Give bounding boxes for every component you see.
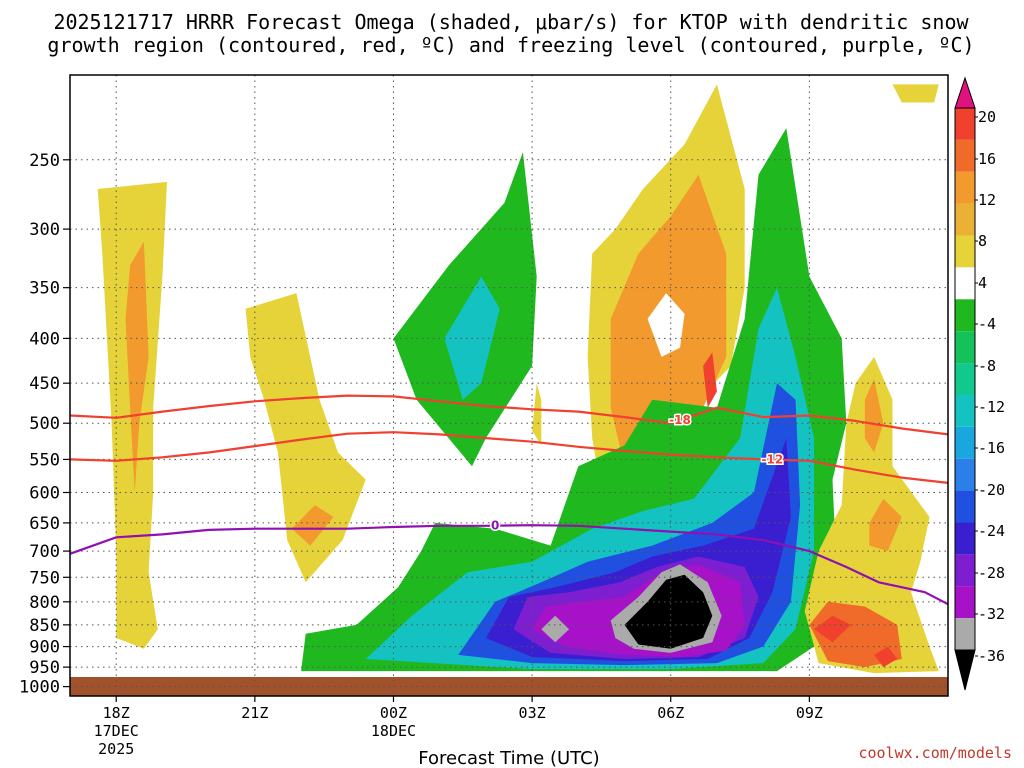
chart-title-line1: 2025121717 HRRR Forecast Omega (shaded, …: [53, 10, 969, 34]
y-tick-label-450: 450: [29, 374, 60, 394]
plot-area: -18 -12 0: [69, 74, 949, 697]
mid-red-streak-06z: [703, 352, 717, 408]
y-tick-label-700: 700: [29, 542, 60, 562]
colorbar-label-20: 20: [978, 108, 996, 126]
right-orange-blob-650: [869, 498, 902, 552]
minus-12-isotherm: [69, 431, 949, 484]
colorbar-bottom-arrow: [954, 649, 976, 691]
x-tick-year-18Z: 2025: [98, 740, 134, 758]
x-tick-label-09Z: 09Z: [796, 704, 823, 722]
colorbar-label--28: -28: [978, 564, 1005, 582]
colorbar-label--32: -32: [978, 605, 1005, 623]
x-tick-date-18Z: 17DEC: [94, 722, 139, 740]
x-tick-date-00Z: 18DEC: [371, 722, 416, 740]
colorbar-label-8: 8: [978, 232, 987, 250]
freezing-level-label: 0: [491, 519, 499, 533]
colorbar-label--12: -12: [978, 398, 1005, 416]
colorbar-box--24to-20: [955, 522, 975, 555]
colorbar-label-16: 16: [978, 150, 996, 168]
colorbar-box-12to16: [955, 139, 975, 172]
minus-18-isotherm-label: -18: [669, 413, 691, 427]
colorbar-box-6to8: [955, 203, 975, 236]
y-tick-label-850: 850: [29, 616, 60, 636]
plot-frame: [69, 74, 949, 697]
y-tick-label-600: 600: [29, 483, 60, 503]
y-tick-label-800: 800: [29, 593, 60, 613]
colorbar-label--36: -36: [978, 647, 1005, 665]
x-tick-label-03Z: 03Z: [519, 704, 546, 722]
y-tick-label-300: 300: [29, 220, 60, 240]
y-tick-label-1000: 1000: [19, 678, 60, 698]
colorbar-box--4to4: [955, 267, 975, 300]
colorbar-box--8to-6: [955, 331, 975, 364]
contour-layer: -18 -12 0: [69, 394, 949, 606]
colorbar-box-8to12: [955, 171, 975, 204]
colorbar-label--20: -20: [978, 481, 1005, 499]
y-axis: 2503003504004505005506006507007508008509…: [19, 151, 70, 698]
y-tick-label-900: 900: [29, 638, 60, 658]
right-red-core-09z: [814, 615, 851, 643]
x-axis-label: Forecast Time (UTC): [418, 748, 599, 768]
freezing-level: [69, 524, 949, 606]
y-tick-label-650: 650: [29, 514, 60, 534]
minus-18-isotherm: [69, 394, 949, 436]
minus-12-isotherm-label: -12: [762, 453, 784, 467]
x-tick-label-00Z: 00Z: [380, 704, 407, 722]
mid-hole-06z: [647, 293, 685, 357]
colorbar: 20 16 12 8 4 -4 -8 -12 -16 -20 -24 -28 -32 -36: [954, 76, 1005, 691]
colorbar-box-16to20: [955, 108, 975, 140]
y-tick-label-750: 750: [29, 568, 60, 588]
colorbar-box--12to-10: [955, 394, 975, 427]
upper-orange-band-18z: [125, 241, 149, 493]
x-tick-label-06Z: 06Z: [657, 704, 684, 722]
omega-shading-layer: [97, 84, 939, 674]
colorbar-box--20to-16: [955, 490, 975, 523]
y-tick-label-500: 500: [29, 414, 60, 434]
yellow-blob-21z: [245, 293, 366, 583]
small-yellow-sliver-03z: [532, 383, 542, 446]
y-tick-label-350: 350: [29, 279, 60, 299]
ground-layer: [70, 676, 948, 696]
gridlines: [70, 75, 948, 696]
low-gray-ring-03z: [541, 615, 570, 643]
top-right-yellow: [892, 84, 939, 103]
colorbar-box--16to-14: [955, 458, 975, 491]
source-credit: coolwx.com/models: [858, 744, 1012, 762]
colorbar-box--28to-24: [955, 554, 975, 587]
colorbar-label-4: 4: [978, 274, 987, 292]
y-tick-label-250: 250: [29, 151, 60, 171]
colorbar-label-12: 12: [978, 191, 996, 209]
orange-blob-21z: [291, 505, 334, 546]
y-tick-label-950: 950: [29, 658, 60, 678]
colorbar-label--16: -16: [978, 439, 1005, 457]
colorbar-box--36to-32: [955, 618, 975, 650]
x-tick-label-21Z: 21Z: [241, 704, 268, 722]
colorbar-box--10to-8: [955, 363, 975, 395]
colorbar-label--8: -8: [978, 357, 996, 375]
colorbar-box--14to-12: [955, 426, 975, 459]
colorbar-label--4: -4: [978, 315, 996, 333]
y-tick-label-550: 550: [29, 450, 60, 470]
chart-title-line2: growth region (contoured, red, ºC) and f…: [47, 33, 974, 57]
colorbar-box-4to6: [955, 235, 975, 268]
colorbar-top-arrow: [954, 76, 976, 109]
right-yellow-column-09z: [804, 356, 939, 674]
colorbar-box--32to-28: [955, 586, 975, 619]
colorbar-frame: [954, 107, 976, 651]
colorbar-label--24: -24: [978, 522, 1005, 540]
colorbar-box--6to-4: [955, 299, 975, 332]
x-tick-label-18Z: 18Z: [103, 704, 130, 722]
right-red-core-b-09z: [874, 646, 898, 668]
right-orange-column-09z: [864, 378, 884, 453]
low-black-core-06z: [624, 574, 713, 649]
ground-surface: [70, 676, 948, 696]
y-tick-label-400: 400: [29, 329, 60, 349]
